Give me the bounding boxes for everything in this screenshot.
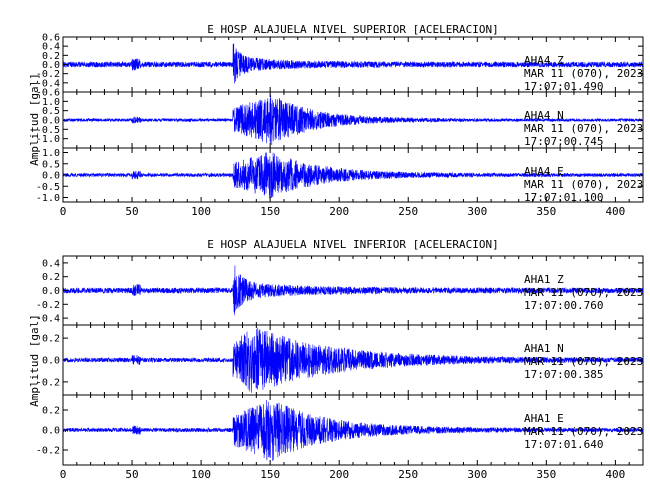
y-axis-label-1: Amplitud [gal] bbox=[28, 73, 41, 166]
chart2-panel1-ytick-label: 0.2 bbox=[42, 272, 60, 283]
chart1-panel1-ytick-label: 0.2 bbox=[42, 51, 60, 62]
chart2-panel2-date: MAR 11 (070), 2023 bbox=[524, 355, 643, 368]
chart1-panel1-ytick-label: -0.2 bbox=[36, 69, 60, 80]
chart1-panel2-date: MAR 11 (070), 2023 bbox=[524, 122, 643, 135]
chart2-xtick-label: 100 bbox=[191, 468, 211, 481]
chart1-panel3-ytick-label: 1.0 bbox=[42, 148, 60, 159]
chart1-xtick-label: 250 bbox=[398, 205, 418, 218]
chart-title-1: E HOSP ALAJUELA NIVEL SUPERIOR [ACELERAC… bbox=[207, 23, 498, 36]
chart1-panel2-ytick-label: 0.0 bbox=[42, 116, 60, 127]
chart2-xtick-label: 150 bbox=[260, 468, 280, 481]
chart2-panel2-station: AHA1 N bbox=[524, 342, 564, 355]
chart1-xtick-label: 100 bbox=[191, 205, 211, 218]
chart2-panel2-waveform bbox=[62, 327, 644, 393]
chart1-panel2-ytick-label: -0.5 bbox=[36, 125, 60, 136]
chart2-xtick-label: 50 bbox=[125, 468, 138, 481]
chart2-panel1-ytick-label: -0.2 bbox=[36, 300, 60, 311]
chart2-panel3-time: 17:07:01.640 bbox=[524, 438, 603, 451]
chart1-panel1-ytick-label: 0.4 bbox=[42, 42, 60, 53]
chart1-panel2-time: 17:07:00.745 bbox=[524, 135, 603, 148]
chart2-panel2-ytick-label: 0.2 bbox=[42, 334, 60, 345]
chart2-panel3-station: AHA1 E bbox=[524, 412, 564, 425]
chart2-panel3-ytick-label: -0.2 bbox=[36, 446, 60, 457]
chart1-panel2-ytick-label: 1.0 bbox=[42, 97, 60, 108]
chart2-panel1-ytick-label: -0.4 bbox=[36, 314, 60, 325]
chart2-xtick-label: 0 bbox=[60, 468, 67, 481]
chart1-panel1-waveform bbox=[62, 43, 644, 84]
chart1-panel3-ytick-label: 0.5 bbox=[42, 159, 60, 170]
chart1-panel3-ytick-label: -1.0 bbox=[36, 193, 60, 204]
chart2-panel2-time: 17:07:00.385 bbox=[524, 368, 603, 381]
chart2-panel3-ytick-label: 0.2 bbox=[42, 406, 60, 417]
chart2-panel3-waveform bbox=[62, 399, 644, 461]
chart1-xtick-label: 50 bbox=[125, 205, 138, 218]
chart1-xtick-label: 150 bbox=[260, 205, 280, 218]
chart1-panel1-date: MAR 11 (070), 2023 bbox=[524, 67, 643, 80]
chart1-panel1-ytick-label: -0.4 bbox=[36, 78, 60, 89]
chart2-panel1-date: MAR 11 (070), 2023 bbox=[524, 286, 643, 299]
chart1-panel3-date: MAR 11 (070), 2023 bbox=[524, 178, 643, 191]
chart1-panel2-waveform bbox=[62, 95, 644, 146]
chart1-panel1-time: 17:07:01.490 bbox=[524, 80, 603, 93]
y-axis-label-2: Amplitud [gal] bbox=[28, 314, 41, 407]
chart2-xtick-label: 350 bbox=[536, 468, 556, 481]
chart1-panel1-ytick-label: 0.0 bbox=[42, 60, 60, 71]
chart1-panel1-ytick-label: 0.6 bbox=[42, 33, 60, 44]
chart2-panel1-time: 17:07:00.760 bbox=[524, 299, 603, 312]
chart1-panel3-station: AHA4 E bbox=[524, 165, 564, 178]
chart2-xtick-label: 300 bbox=[467, 468, 487, 481]
chart2-panel1-station: AHA1 Z bbox=[524, 273, 564, 286]
chart2-xtick-label: 250 bbox=[398, 468, 418, 481]
chart-title-2: E HOSP ALAJUELA NIVEL INFERIOR [ACELERAC… bbox=[207, 238, 498, 251]
chart1-xtick-label: 350 bbox=[536, 205, 556, 218]
chart2-panel3-date: MAR 11 (070), 2023 bbox=[524, 425, 643, 438]
chart2-panel2-ytick-label: -0.2 bbox=[36, 377, 60, 388]
chart2-panel1-waveform bbox=[62, 265, 644, 316]
chart1-panel1-station: AHA4 Z bbox=[524, 54, 564, 67]
chart1-panel2-ytick-label: -1.0 bbox=[36, 134, 60, 145]
chart1-panel2-station: AHA4 N bbox=[524, 109, 564, 122]
chart2-xtick-label: 200 bbox=[329, 468, 349, 481]
chart1-panel2-ytick-label: 0.5 bbox=[42, 106, 60, 117]
chart1-xtick-label: 0 bbox=[60, 205, 67, 218]
chart1-xtick-label: 200 bbox=[329, 205, 349, 218]
chart2-panel1-ytick-label: 0.0 bbox=[42, 286, 60, 297]
chart1-xtick-label: 300 bbox=[467, 205, 487, 218]
chart2-panel3-ytick-label: 0.0 bbox=[42, 426, 60, 437]
chart1-panel3-time: 17:07:01.100 bbox=[524, 191, 603, 204]
chart1-panel3-waveform bbox=[62, 152, 644, 199]
chart1-xtick-label: 400 bbox=[605, 205, 625, 218]
chart1-panel1-ytick-label: -0.6 bbox=[36, 88, 60, 99]
chart2-panel1-ytick-label: 0.4 bbox=[42, 258, 60, 269]
chart1-panel3-ytick-label: 0.0 bbox=[42, 171, 60, 182]
chart1-panel3-ytick-label: -0.5 bbox=[36, 182, 60, 193]
chart2-panel2-ytick-label: 0.0 bbox=[42, 356, 60, 367]
chart2-xtick-label: 400 bbox=[605, 468, 625, 481]
